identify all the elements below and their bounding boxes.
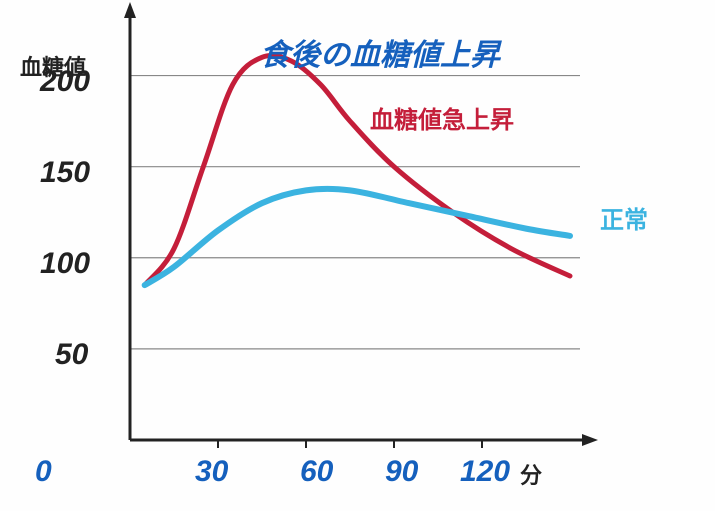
series-spike	[145, 56, 570, 286]
series-label-spike: 血糖値急上昇	[370, 100, 514, 135]
series-normal	[145, 189, 570, 285]
y-tick-label: 150	[40, 156, 90, 190]
chart-title: 食後の血糖値上昇	[260, 30, 500, 74]
x-tick-label: 120	[460, 455, 510, 489]
chart-container: 食後の血糖値上昇 血糖値 分 0306090120 50100150200 血糖…	[0, 0, 715, 511]
y-tick-label: 100	[40, 247, 90, 281]
series-label-normal: 正常	[600, 200, 648, 235]
y-tick-label: 50	[55, 338, 88, 372]
x-axis-label: 分	[520, 458, 542, 490]
x-tick-label: 30	[195, 455, 228, 489]
chart-svg	[0, 0, 715, 511]
x-tick-label: 90	[385, 455, 418, 489]
x-tick-label: 60	[300, 455, 333, 489]
x-tick-label: 0	[35, 455, 52, 489]
y-tick-label: 200	[40, 65, 90, 99]
series-lines	[145, 56, 570, 286]
